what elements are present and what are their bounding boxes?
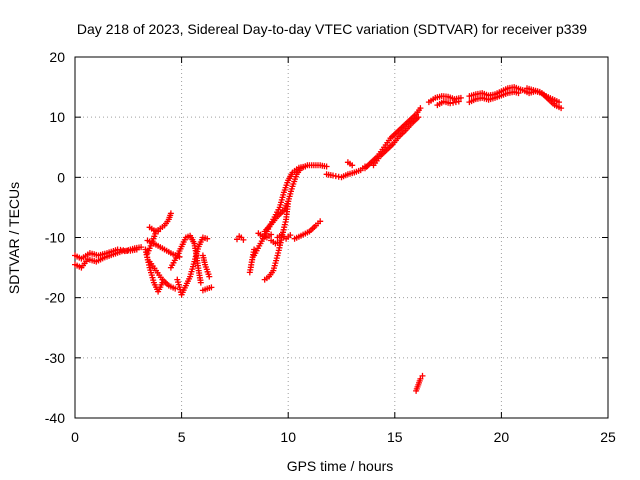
data-point	[302, 163, 309, 170]
data-point	[172, 285, 179, 292]
y-tick-label: -20	[45, 290, 65, 306]
chart-title: Day 218 of 2023, Sidereal Day-to-day VTE…	[77, 21, 587, 37]
data-point	[206, 273, 213, 280]
data-point	[268, 231, 275, 238]
y-axis-label: SDTVAR / TECUs	[6, 182, 22, 294]
y-tick-label: 0	[57, 169, 65, 185]
data-point	[515, 90, 522, 97]
data-point	[197, 279, 204, 286]
y-tick-label: 10	[49, 109, 65, 125]
data-point	[457, 94, 464, 101]
data-point	[417, 105, 424, 112]
x-tick-label: 25	[600, 429, 616, 445]
x-tick-label: 20	[494, 429, 510, 445]
grid-lines	[75, 57, 608, 418]
x-tick-label: 10	[280, 429, 296, 445]
data-point	[323, 163, 330, 170]
data-point	[155, 228, 162, 235]
y-tick-label: 20	[49, 49, 65, 65]
x-tick-label: 0	[71, 429, 79, 445]
data-point	[415, 114, 422, 121]
data-point	[240, 236, 247, 243]
data-point	[317, 218, 324, 225]
y-tick-label: -40	[45, 410, 65, 426]
data-point	[208, 284, 215, 291]
x-tick-label: 15	[387, 429, 403, 445]
data-point	[276, 239, 283, 246]
data-point	[167, 210, 174, 217]
data-point	[349, 162, 356, 169]
data-point	[138, 244, 145, 251]
data-point	[287, 232, 294, 239]
data-points	[72, 84, 565, 394]
x-axis-label: GPS time / hours	[287, 458, 394, 474]
data-point	[455, 98, 462, 105]
axis-ticks: 0 5 10 15 20 25 -40 -30 -20 -10 0 10 20	[45, 49, 616, 445]
data-point	[556, 99, 562, 106]
data-point	[204, 235, 211, 242]
x-tick-label: 5	[178, 429, 186, 445]
data-point	[558, 105, 565, 112]
y-tick-label: -30	[45, 350, 65, 366]
y-tick-label: -10	[45, 230, 65, 246]
data-point	[419, 372, 426, 379]
